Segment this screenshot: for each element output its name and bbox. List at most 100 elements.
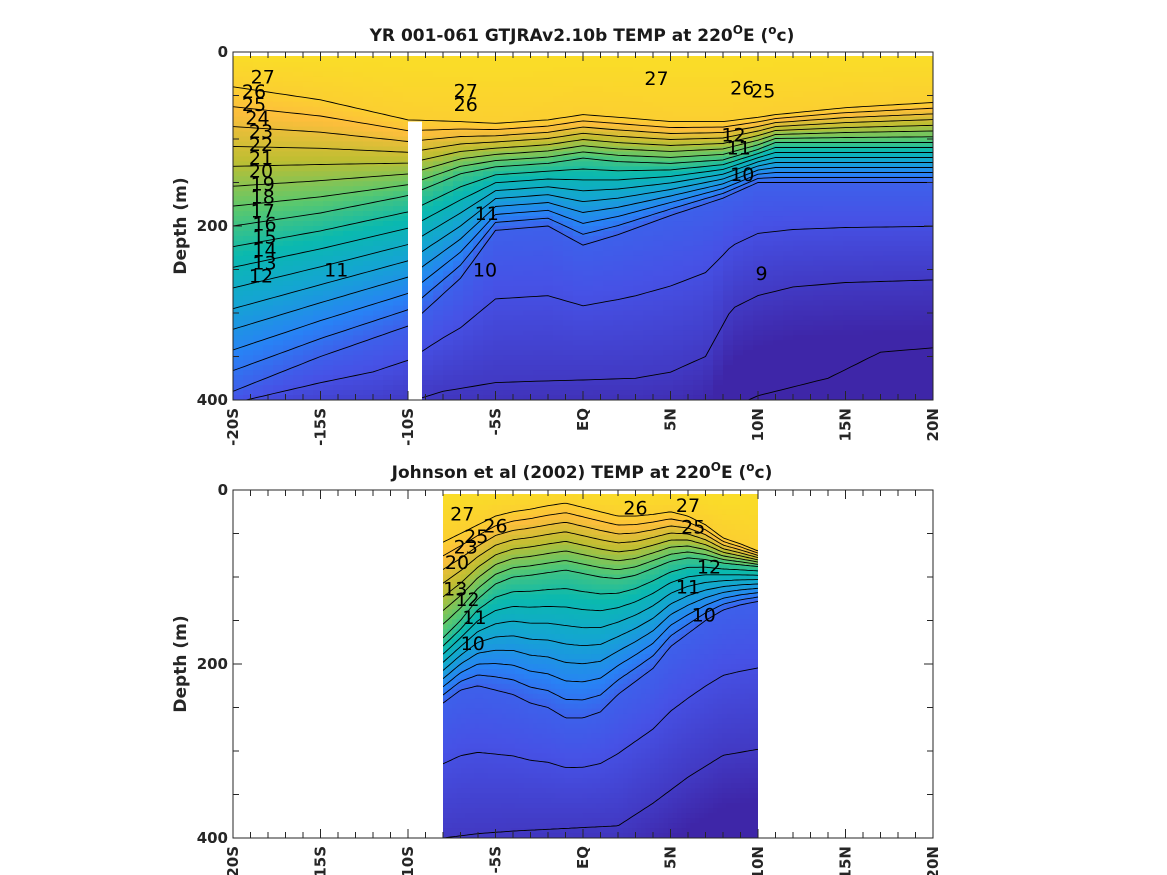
top-panel-ylabel: Depth (m) xyxy=(171,177,191,274)
contour-label: 18 xyxy=(251,186,275,208)
x-tick-label: -10S xyxy=(399,846,417,875)
x-tick-label: -5S xyxy=(487,408,505,435)
isotherm-23 xyxy=(233,124,933,167)
contour-label: 17 xyxy=(251,200,275,222)
x-tick-label: 5N xyxy=(662,846,680,869)
contour-label: 27 xyxy=(450,503,474,525)
contour-label: 16 xyxy=(252,213,276,235)
isotherm-20 xyxy=(233,142,933,227)
x-tick-label: 10N xyxy=(749,846,767,875)
contour-label: 10 xyxy=(461,633,485,655)
contour-label: 13 xyxy=(252,253,276,275)
y-tick-label: 400 xyxy=(197,829,228,847)
isotherm-22 xyxy=(233,130,933,187)
isotherm-25 xyxy=(443,521,758,570)
isotherm-25 xyxy=(233,113,933,142)
contour-label: 13 xyxy=(443,578,467,600)
isotherm-17 xyxy=(233,157,933,289)
contour-label: 11 xyxy=(727,138,751,160)
contour-label: 11 xyxy=(475,203,499,225)
x-tick-label: -15S xyxy=(312,846,330,875)
contour-label: 26 xyxy=(623,497,647,519)
isotherm-15 xyxy=(233,167,933,330)
top-panel-title: YR 001-061 GTJRAv2.10b TEMP at 220OE (oc… xyxy=(369,23,795,46)
x-tick-label: -10S xyxy=(399,408,417,446)
contour-label: 19 xyxy=(251,173,275,195)
x-tick-label: -15S xyxy=(312,408,330,446)
x-tick-label: 20N xyxy=(924,408,942,441)
contour-label: 23 xyxy=(249,121,273,143)
isotherm-21 xyxy=(443,551,758,625)
isotherm-20 xyxy=(443,557,758,639)
contour-label: 27 xyxy=(454,80,478,102)
contour-label: 11 xyxy=(676,577,700,599)
isotherm-14 xyxy=(443,592,758,688)
isotherm-24 xyxy=(443,531,758,584)
missing-data-gap xyxy=(408,121,422,400)
contour-label: 10 xyxy=(692,604,716,626)
heatmap xyxy=(233,56,933,400)
isotherm-16 xyxy=(443,583,758,671)
isotherm-16 xyxy=(233,162,933,310)
x-tick-label: 15N xyxy=(837,846,855,875)
top-panel: YR 001-061 GTJRAv2.10b TEMP at 220OE (oc… xyxy=(171,23,942,446)
heatmap xyxy=(443,494,758,838)
contour-label: 12 xyxy=(455,589,479,611)
contour-label: 15 xyxy=(252,226,276,248)
contour-label: 23 xyxy=(454,537,478,559)
isotherm-13 xyxy=(233,177,933,372)
contours xyxy=(233,86,933,400)
contour-label: 11 xyxy=(324,260,348,282)
isotherm-19 xyxy=(443,566,758,647)
x-tick-label: EQ xyxy=(574,408,592,431)
isotherm-14 xyxy=(233,172,933,351)
isotherm-17 xyxy=(443,579,758,663)
isotherm-26 xyxy=(233,106,933,132)
contours xyxy=(443,502,758,838)
contour-label: 25 xyxy=(751,80,775,102)
isotherm-21 xyxy=(233,136,933,207)
contour-label: 21 xyxy=(249,147,273,169)
x-tick-label: -20S xyxy=(224,846,242,875)
contour-label: 9 xyxy=(755,263,767,285)
contour-label: 12 xyxy=(721,125,745,147)
isotherm-11 xyxy=(443,667,758,769)
contour-label: 22 xyxy=(249,134,273,156)
contour-label: 26 xyxy=(730,78,754,100)
y-tick-label: 200 xyxy=(197,655,228,673)
bottom-panel: Johnson et al (2002) TEMP at 220OE (oc) … xyxy=(171,460,942,875)
isotherm-27 xyxy=(233,86,933,124)
isotherm-10 xyxy=(413,279,933,400)
isotherm-26 xyxy=(443,512,758,557)
contour-label: 12 xyxy=(249,266,273,288)
isotherm-27 xyxy=(443,502,758,552)
x-tick-label: 10N xyxy=(749,408,767,441)
x-tick-label: 15N xyxy=(837,408,855,441)
contour-label: 26 xyxy=(242,81,266,103)
contour-label: 27 xyxy=(676,495,700,517)
contour-label: 14 xyxy=(252,239,276,261)
contour-label: 25 xyxy=(464,526,488,548)
contour-label: 10 xyxy=(473,260,497,282)
contour-label: 10 xyxy=(730,164,754,186)
x-tick-label: -20S xyxy=(224,408,242,446)
isotherm-11 xyxy=(244,225,933,400)
contour-label: 25 xyxy=(242,94,266,116)
x-tick-label: 20N xyxy=(924,846,942,875)
isotherm-23 xyxy=(443,539,758,598)
isotherm-24 xyxy=(233,119,933,153)
isotherm-19 xyxy=(233,147,933,248)
isotherm-15 xyxy=(443,587,758,680)
y-tick-label: 200 xyxy=(197,217,228,235)
contour-label: 12 xyxy=(697,557,721,579)
isotherm-22 xyxy=(443,545,758,611)
isotherm-12 xyxy=(443,600,758,719)
contour-label: 20 xyxy=(249,160,273,182)
contour-label: 25 xyxy=(681,517,705,539)
isotherm-18 xyxy=(443,574,758,655)
bottom-panel-title: Johnson et al (2002) TEMP at 220OE (oc) xyxy=(391,460,773,483)
y-tick-label: 0 xyxy=(218,43,228,61)
contour-label: 20 xyxy=(445,552,469,574)
contour-label: 26 xyxy=(454,94,478,116)
